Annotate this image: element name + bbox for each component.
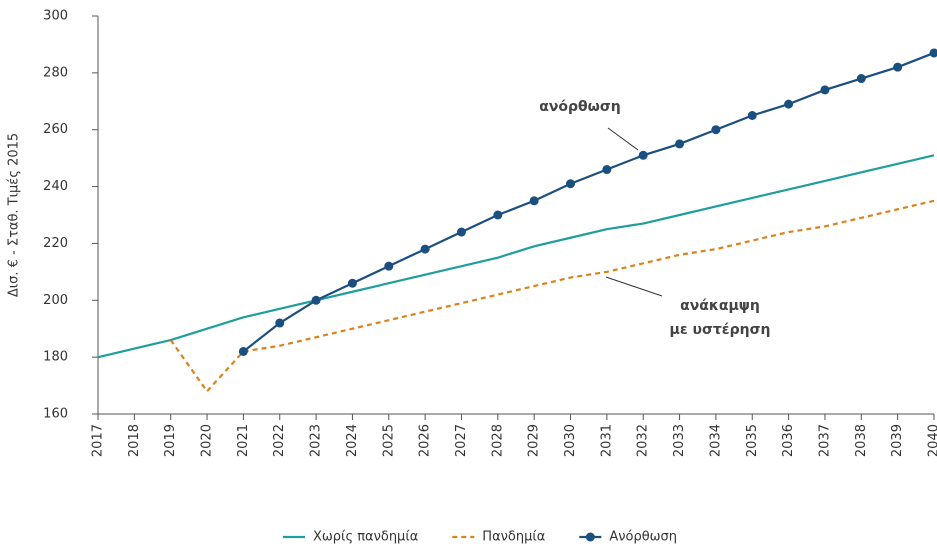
series-marker	[493, 210, 503, 220]
x-tick-label: 2035	[745, 424, 760, 457]
y-tick-label: 300	[43, 9, 68, 24]
annotation: ανάκαμψη	[680, 298, 760, 314]
series-marker	[420, 244, 430, 254]
y-tick-label: 200	[43, 293, 68, 308]
y-tick-label: 220	[43, 236, 68, 251]
x-tick-label: 2032	[636, 424, 651, 457]
series-marker	[311, 295, 321, 305]
series-marker	[747, 111, 757, 120]
y-tick-label: 280	[43, 65, 68, 80]
series-marker	[820, 85, 830, 95]
annotation-leader	[605, 276, 663, 297]
x-tick-label: 2029	[527, 424, 542, 457]
x-tick-label: 2036	[781, 424, 796, 457]
series-marker	[929, 48, 937, 58]
series-marker	[711, 125, 721, 135]
annotation-leader	[607, 127, 639, 151]
x-tick-label: 2017	[91, 424, 106, 457]
series-marker	[675, 139, 685, 149]
x-tick-label: 2019	[163, 424, 178, 457]
annotation: ανόρθωση	[539, 99, 620, 115]
x-tick-label: 2023	[309, 424, 324, 457]
series-marker	[602, 165, 612, 175]
x-tick-label: 2038	[854, 424, 869, 457]
y-tick-label: 240	[43, 179, 68, 194]
x-tick-label: 2028	[490, 424, 505, 457]
series-marker	[347, 278, 357, 288]
annotation: με υστέρηση	[670, 322, 771, 338]
legend-marker	[585, 532, 595, 542]
series-marker	[456, 227, 466, 237]
x-tick-label: 2022	[272, 424, 287, 457]
series-marker	[638, 150, 648, 160]
x-tick-label: 2026	[418, 424, 433, 457]
x-tick-label: 2024	[345, 424, 360, 457]
x-tick-label: 2039	[890, 424, 905, 457]
legend-label: Ανόρθωση	[609, 530, 677, 545]
x-tick-label: 2027	[454, 424, 469, 457]
series-marker	[529, 196, 539, 206]
series-line	[242, 51, 935, 353]
series-marker	[566, 179, 576, 189]
x-tick-label: 2025	[381, 424, 396, 457]
x-tick-label: 2033	[672, 424, 687, 457]
x-tick-label: 2031	[599, 424, 614, 457]
x-tick-label: 2018	[127, 424, 142, 457]
y-tick-label: 260	[43, 122, 68, 137]
series-marker	[856, 74, 866, 84]
y-axis-label: Δισ. € - Σταθ. Τιμές 2015	[7, 133, 22, 297]
x-tick-label: 2034	[708, 424, 723, 457]
series-marker	[384, 261, 394, 271]
series-marker	[893, 62, 903, 72]
series-marker	[784, 99, 794, 109]
series-line	[97, 154, 935, 359]
series-line	[169, 199, 935, 394]
y-tick-label: 160	[43, 407, 68, 422]
x-tick-label: 2021	[236, 424, 251, 457]
x-tick-label: 2037	[817, 424, 832, 457]
legend-label: Χωρίς πανδημία	[313, 530, 418, 545]
x-tick-label: 2020	[200, 424, 215, 457]
series-marker	[238, 346, 248, 356]
legend-label: Πανδημία	[482, 530, 545, 545]
x-tick-label: 2040	[927, 424, 937, 457]
y-tick-label: 180	[43, 350, 68, 365]
x-tick-label: 2030	[563, 424, 578, 457]
series-marker	[275, 318, 285, 328]
